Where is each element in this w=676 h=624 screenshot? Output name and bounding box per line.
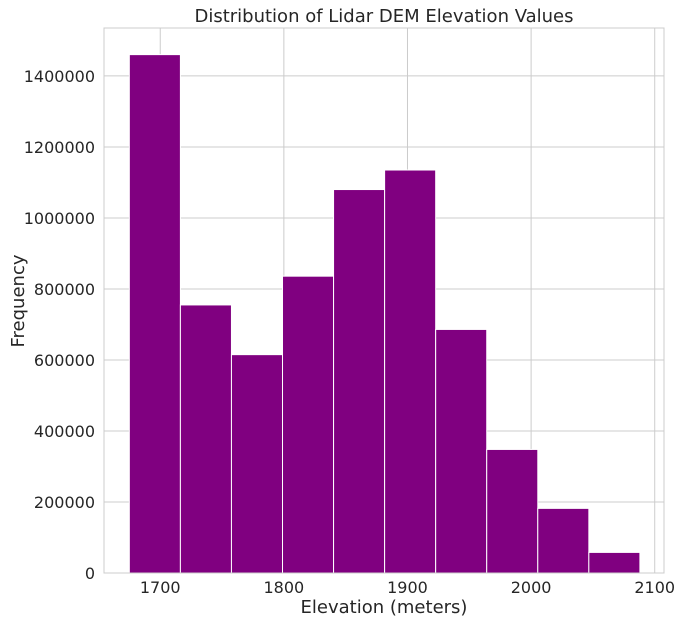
y-tick-label: 400000 [34,422,95,441]
histogram-bar [537,507,590,574]
y-ticks-layer: 0 200000 400000 600000 800000 1000000 1200000 1… [24,67,95,583]
y-tick-label: 800000 [34,280,95,299]
histogram-bar [384,169,437,574]
bars-layer [128,54,641,574]
y-tick-label: 0 [85,564,95,583]
y-tick-label: 600000 [34,351,95,370]
histogram-bar [230,354,284,574]
y-axis-label: Frequency [8,254,29,347]
histogram-bar [588,551,641,574]
histogram-bar [179,304,232,574]
x-tick-label: 2000 [511,578,552,597]
y-tick-label: 1000000 [24,209,95,228]
histogram-bar [282,275,335,574]
y-tick-label: 1400000 [24,67,95,86]
histogram-bar [435,328,488,574]
x-ticks-layer: 1700 1800 1900 2000 2100 [140,578,675,597]
histogram-bar [333,189,386,574]
x-tick-label: 2100 [634,578,675,597]
x-axis-label: Elevation (meters) [301,597,468,618]
plot-frame [103,27,665,574]
x-tick-label: 1900 [387,578,428,597]
histogram-bar [128,54,181,574]
histogram-bar [486,448,539,574]
x-tick-label: 1800 [264,578,305,597]
y-tick-label: 200000 [34,493,95,512]
y-tick-label: 1200000 [24,138,95,157]
x-tick-label: 1700 [140,578,181,597]
axes-layer [103,27,665,574]
chart-title: Distribution of Lidar DEM Elevation Valu… [194,6,573,27]
